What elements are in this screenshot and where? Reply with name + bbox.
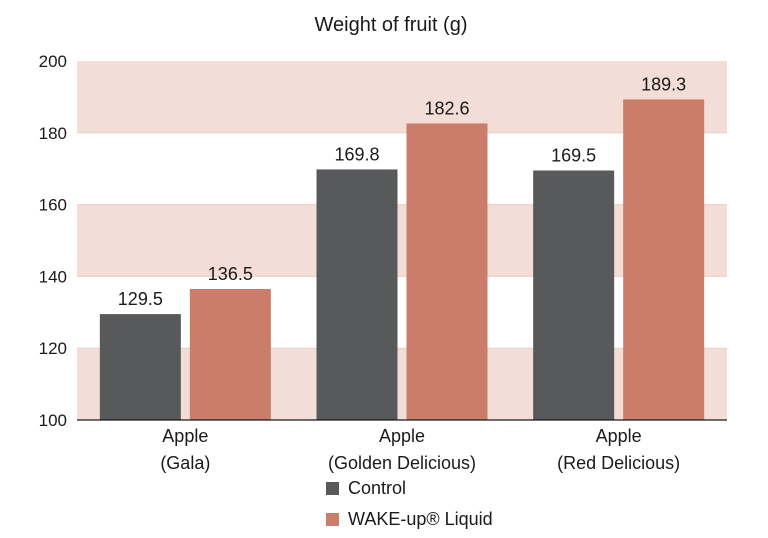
bar-wake-up-liquid <box>406 123 488 420</box>
legend-label: Control <box>348 478 406 498</box>
chart-title: Weight of fruit (g) <box>314 14 467 36</box>
x-tick-label: Apple <box>162 426 208 446</box>
legend-swatch <box>326 513 339 526</box>
bar-control <box>533 170 615 420</box>
bars <box>99 99 705 421</box>
x-tick-label: (Gala) <box>160 453 210 473</box>
x-tick-label: (Red Delicious) <box>557 453 680 473</box>
value-labels: 129.5 136.5 169.8 182.6 169.5 189.3 <box>118 74 686 309</box>
plot-band <box>77 61 727 133</box>
x-tick-label: (Golden Delicious) <box>328 453 476 473</box>
bar-wake-up-liquid <box>189 288 271 420</box>
y-axis-ticks: 100 120 140 160 180 200 <box>39 52 67 430</box>
data-label: 169.5 <box>551 145 596 165</box>
plot-band <box>77 204 727 277</box>
plot-band <box>77 132 727 205</box>
legend: Control WAKE-up® Liquid <box>326 478 493 529</box>
y-tick-label: 200 <box>39 52 67 71</box>
x-tick-label: Apple <box>379 426 425 446</box>
data-label: 169.8 <box>334 144 379 164</box>
data-label: 129.5 <box>118 289 163 309</box>
plot-band <box>77 276 727 349</box>
y-tick-label: 140 <box>39 267 67 286</box>
y-tick-label: 120 <box>39 339 67 358</box>
legend-swatch <box>326 482 339 495</box>
plot-bands <box>77 61 727 420</box>
legend-label: WAKE-up® Liquid <box>348 509 493 529</box>
plot-band <box>77 348 727 420</box>
bar-control <box>316 169 398 420</box>
data-label: 182.6 <box>424 98 469 118</box>
bar-control <box>99 314 181 420</box>
x-tick-label: Apple <box>596 426 642 446</box>
data-label: 189.3 <box>641 74 686 94</box>
y-tick-label: 180 <box>39 124 67 143</box>
bar-wake-up-liquid <box>623 99 705 421</box>
y-tick-label: 100 <box>39 411 67 430</box>
x-axis-labels: Apple (Gala) Apple (Golden Delicious) Apple (… <box>160 426 680 473</box>
data-label: 136.5 <box>208 264 253 284</box>
y-tick-label: 160 <box>39 196 67 215</box>
